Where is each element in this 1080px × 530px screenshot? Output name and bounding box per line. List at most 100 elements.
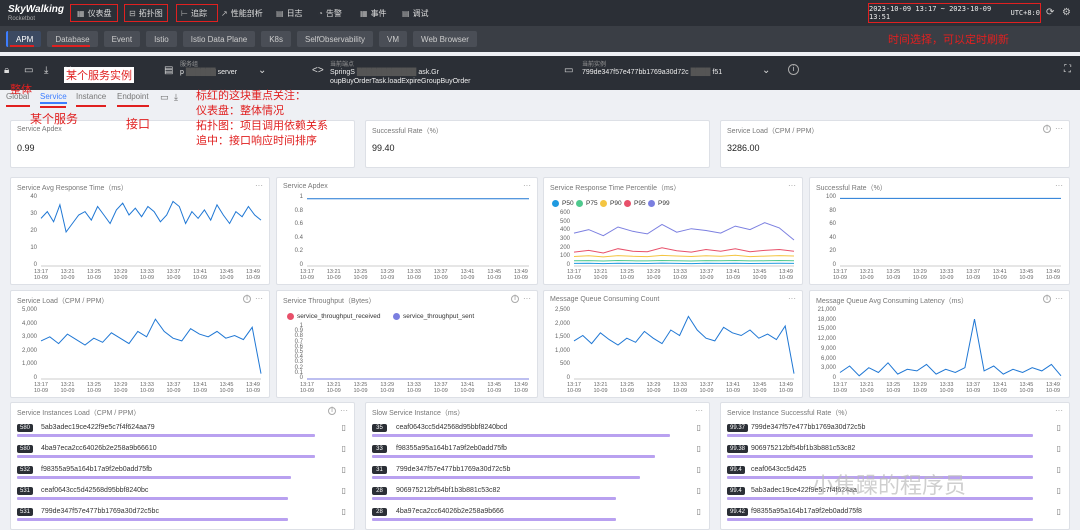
more-icon[interactable]: ···: [523, 294, 531, 303]
more-icon[interactable]: ···: [1055, 124, 1063, 133]
copy-icon[interactable]: ▯: [696, 486, 701, 495]
legend-item[interactable]: service_throughput_received: [287, 313, 380, 320]
nav-logs[interactable]: ▤ 日志: [276, 4, 303, 22]
info-icon[interactable]: i: [328, 407, 336, 415]
layer-vm[interactable]: VM: [379, 31, 408, 47]
list-item[interactable]: 99.37 799de347f57e477bb1769a30d72c5b ▯: [727, 423, 1063, 438]
list-item[interactable]: 99.42 f98355a95a164b17a9f2eb0add75f8 ▯: [727, 507, 1063, 522]
legend-item[interactable]: P50: [552, 200, 574, 207]
copy-icon[interactable]: ▯: [341, 423, 346, 432]
list-item[interactable]: 531 ceaf0643cc5d42568d95bbf8240bc ▯: [17, 486, 348, 501]
time-range-picker[interactable]: 2023-10-09 13:17 ~ 2023-10-09 13:51 UTC+…: [868, 3, 1041, 23]
y-tick-label: 9,000: [820, 345, 836, 352]
list-item[interactable]: 531 799de347f57e477bb1769a30d72c5bc ▯: [17, 507, 348, 522]
list-item[interactable]: 580 5ab3adec19ce422f9e5c7f4f624aa79 ▯: [17, 423, 348, 438]
value-badge: 35: [372, 424, 387, 432]
download-icon[interactable]: ⤓: [44, 65, 49, 76]
copy-icon[interactable]: ▯: [341, 507, 346, 516]
nav-alarm[interactable]: ◔ 告警: [318, 4, 342, 22]
copy-icon[interactable]: ▯: [696, 465, 701, 474]
copy-icon[interactable]: ▯: [696, 507, 701, 516]
more-icon[interactable]: ···: [1055, 181, 1063, 190]
copy-icon[interactable]: ▯: [1056, 423, 1061, 432]
list-item[interactable]: 99.4 ceaf0643cc5d425 ▯: [727, 465, 1063, 480]
more-icon[interactable]: ···: [788, 294, 796, 303]
legend-item[interactable]: service_throughput_sent: [393, 313, 474, 320]
chart-card: Service Load（CPM / PPM） i ··· 0 1,000 2,000 3,…: [10, 290, 270, 398]
nav-events[interactable]: ▦ 事件: [360, 4, 387, 22]
annotation-underline: [76, 105, 106, 107]
info-icon[interactable]: i: [788, 64, 799, 75]
tab-instance[interactable]: Instance: [76, 92, 107, 101]
copy-icon[interactable]: ▯: [696, 444, 701, 453]
copy-icon[interactable]: ▯: [341, 444, 346, 453]
x-tick-label: 13:25 10-09: [619, 382, 635, 394]
layer-self-observability[interactable]: SelfObservability: [297, 31, 374, 47]
x-tick-label: 13:45 10-09: [219, 269, 234, 281]
folder-icon[interactable]: ▭: [24, 65, 34, 76]
list-item[interactable]: 33 f98355a95a164b17a9f2eb0add75fb ▯: [372, 444, 703, 459]
more-icon[interactable]: ···: [1055, 294, 1063, 303]
download-icon[interactable]: ⤓: [174, 92, 178, 102]
nav-trace[interactable]: ⊢ 追踪: [176, 4, 218, 22]
more-icon[interactable]: ···: [523, 181, 531, 190]
legend-item[interactable]: P99: [648, 200, 670, 207]
annotation-instance: 某个服务实例: [64, 67, 134, 83]
legend-item[interactable]: P75: [576, 200, 598, 207]
layer-apm[interactable]: APM: [6, 31, 42, 47]
nav-profiling[interactable]: ↗ 性能剖析: [221, 4, 263, 22]
copy-icon[interactable]: ▯: [1056, 486, 1061, 495]
layer-k8s[interactable]: K8s: [261, 31, 292, 47]
list-item[interactable]: 28 906975212bf54bf1b3b881c53c82 ▯: [372, 486, 703, 501]
list-item[interactable]: 532 f98355a95a164b17a9f2eb0add75fb ▯: [17, 465, 348, 480]
select-label: 当前端点: [330, 62, 355, 68]
layer-web-browser[interactable]: Web Browser: [413, 31, 477, 47]
list-item[interactable]: 35 ceaf0643cc5d42568d95bbf8240bcd ▯: [372, 423, 703, 438]
service-group-select[interactable]: 服务组 p ██████ server: [180, 59, 237, 77]
info-icon[interactable]: i: [243, 295, 251, 303]
nav-dashboard[interactable]: ▦ 仪表盘: [70, 4, 118, 22]
list-item[interactable]: 28 4ba97eca2cc64026b2e258a9b666 ▯: [372, 507, 703, 522]
folder-icon[interactable]: ▭: [160, 92, 169, 102]
tab-global[interactable]: Global: [6, 92, 30, 101]
layer-istio-data-plane[interactable]: Istio Data Plane: [182, 31, 256, 47]
endpoint-select[interactable]: 当前端点 SpringS ████████████ ask.Gr oupBuyO…: [330, 59, 554, 86]
copy-icon[interactable]: ▯: [696, 423, 701, 432]
info-icon[interactable]: i: [511, 295, 519, 303]
more-icon[interactable]: ···: [695, 406, 703, 415]
layer-database[interactable]: Database: [47, 31, 98, 47]
lock-icon[interactable]: 🔒︎: [4, 65, 10, 76]
nav-topology[interactable]: ⊟ 拓扑图: [124, 4, 168, 22]
x-tick-label: 13:37 10-09: [699, 269, 714, 281]
copy-icon[interactable]: ▯: [1056, 465, 1061, 474]
more-icon[interactable]: ···: [1055, 406, 1063, 415]
more-icon[interactable]: ···: [340, 406, 348, 415]
gear-icon[interactable]: ⚙: [1062, 7, 1071, 18]
list-item[interactable]: 99.38 906975212bf54bf1b3b881c53c82 ▯: [727, 444, 1063, 459]
legend-item[interactable]: P95: [624, 200, 646, 207]
x-tick-label: 13:17 10-09: [33, 269, 49, 281]
copy-icon[interactable]: ▯: [1056, 444, 1061, 453]
fullscreen-icon[interactable]: ⛶: [1064, 64, 1071, 75]
legend-item[interactable]: P90: [600, 200, 622, 207]
copy-icon[interactable]: ▯: [341, 465, 346, 474]
list-item[interactable]: 580 4ba97eca2cc64026b2e258a9b66610 ▯: [17, 444, 348, 459]
info-icon[interactable]: i: [1043, 295, 1051, 303]
copy-icon[interactable]: ▯: [341, 486, 346, 495]
layer-istio[interactable]: Istio: [146, 31, 177, 47]
layer-event[interactable]: Event: [103, 31, 141, 47]
y-tick-label: 500: [559, 218, 570, 225]
more-icon[interactable]: ···: [255, 181, 263, 190]
list-item[interactable]: 31 799de347f57e477bb1769a30d72c5b ▯: [372, 465, 703, 480]
info-icon[interactable]: i: [1043, 125, 1051, 133]
tab-service[interactable]: Service: [40, 92, 67, 104]
more-icon[interactable]: ···: [788, 181, 796, 190]
more-icon[interactable]: ···: [255, 294, 263, 303]
refresh-icon[interactable]: ⟳: [1046, 7, 1055, 18]
instance-select[interactable]: 当前实例 799de347f57e477bb1769a30d72c ████ f…: [582, 59, 722, 77]
nav-debug[interactable]: ▤ 调试: [402, 4, 429, 22]
progress-bar: [727, 518, 1034, 521]
tab-endpoint[interactable]: Endpoint: [117, 92, 149, 101]
list-item[interactable]: 99.4 5ab3adec19ce422f9e5c7f4f624aa ▯: [727, 486, 1063, 501]
copy-icon[interactable]: ▯: [1056, 507, 1061, 516]
